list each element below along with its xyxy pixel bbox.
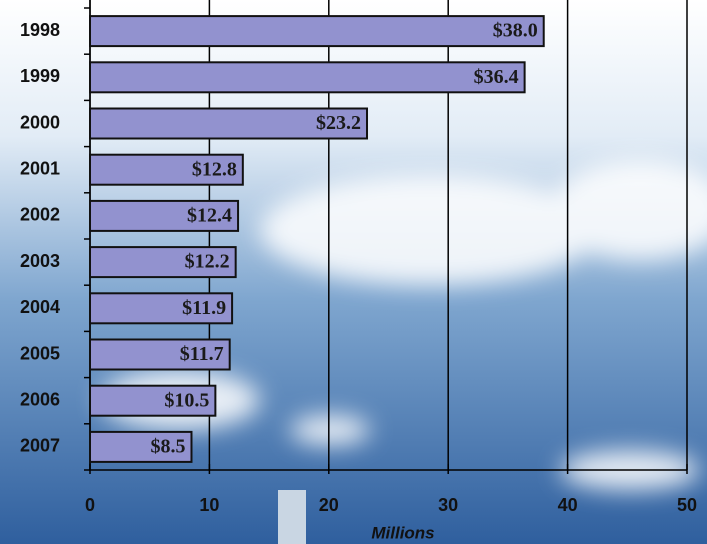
y-tick-label: 1998 <box>20 20 60 40</box>
value-label: $23.2 <box>316 112 361 134</box>
bar <box>89 199 240 232</box>
y-tick-label: 2004 <box>20 297 60 317</box>
y-tick-label: 2002 <box>20 205 60 225</box>
y-tick-label: 2005 <box>20 343 60 363</box>
bar <box>89 338 231 371</box>
value-label: $38.0 <box>493 20 538 42</box>
value-label: $8.5 <box>150 435 185 457</box>
value-label: $11.9 <box>182 297 226 319</box>
y-tick-label: 1999 <box>20 66 60 86</box>
y-tick-label: 2000 <box>20 112 60 132</box>
value-label: $12.8 <box>192 158 237 180</box>
clouds <box>100 160 707 490</box>
x-tick-label: 40 <box>558 495 578 515</box>
y-tick-label: 2001 <box>20 158 60 178</box>
bar <box>89 107 369 140</box>
y-tick-label: 2007 <box>20 436 60 456</box>
bar <box>89 61 526 94</box>
x-tick-label: 50 <box>677 495 697 515</box>
value-label: $12.2 <box>185 251 230 273</box>
bar <box>89 384 217 417</box>
x-tick-label: 30 <box>438 495 458 515</box>
value-label: $10.5 <box>164 389 209 411</box>
x-tick-label: 20 <box>319 495 339 515</box>
bar <box>89 15 545 48</box>
x-tick-label: 10 <box>199 495 219 515</box>
value-label: $11.7 <box>180 343 224 365</box>
x-tick-label: 0 <box>85 495 95 515</box>
bar <box>89 153 244 186</box>
y-tick-label: 2003 <box>20 251 60 271</box>
value-label: $36.4 <box>474 66 519 88</box>
bar <box>89 430 193 463</box>
y-tick-label: 2006 <box>20 389 60 409</box>
building <box>278 490 306 544</box>
x-axis-label: Millions <box>371 523 434 542</box>
bar <box>89 292 234 325</box>
bar <box>89 246 237 279</box>
value-label: $12.4 <box>187 204 232 226</box>
